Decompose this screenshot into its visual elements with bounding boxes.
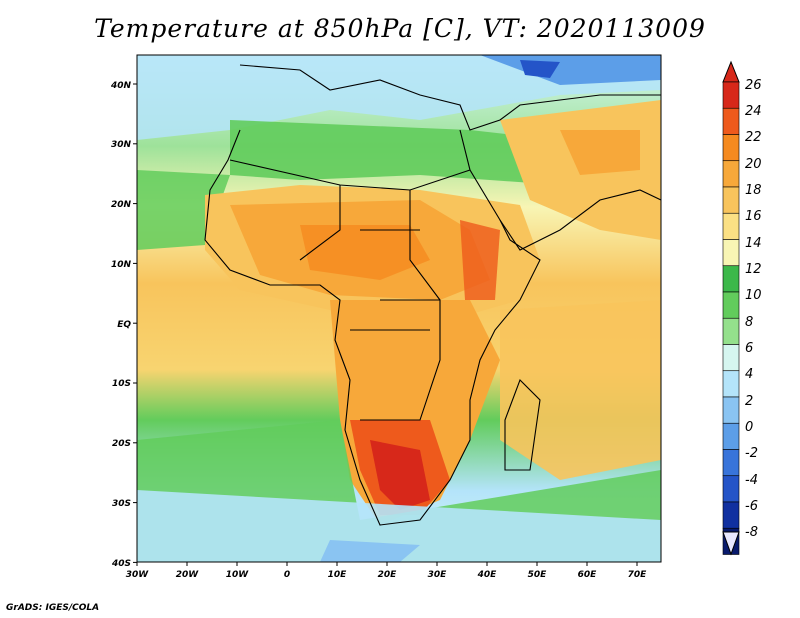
colorbar-label: 16 — [745, 209, 762, 224]
colorbar-label: -8 — [745, 525, 758, 540]
colorbar-swatch — [722, 396, 740, 424]
colorbar-label: 8 — [745, 315, 753, 330]
colorbar-swatch — [722, 107, 740, 135]
colorbar-swatch — [722, 134, 740, 162]
lon-tick-labels: 30W 20W 10W 0 10E 20E 30E 40E 50E 60E 70… — [126, 570, 647, 580]
lat-label: 10S — [112, 379, 131, 389]
lat-label: 10N — [111, 260, 132, 270]
colorbar-swatch — [722, 212, 740, 240]
lon-label: 20E — [378, 570, 398, 580]
colorbar-swatch — [722, 160, 740, 188]
colorbar-label: 0 — [745, 420, 753, 435]
colorbar-swatch — [722, 449, 740, 477]
lat-tick-labels: 40N 30N 20N 10N EQ 10S 20S 30S 40S — [110, 81, 132, 569]
colorbar-label: 10 — [745, 288, 762, 303]
lon-label: 0 — [284, 570, 290, 580]
colorbar-label: 12 — [745, 262, 762, 277]
colorbar-label: 6 — [745, 341, 753, 356]
colorbar-bottom-arrow — [722, 531, 740, 556]
colorbar: 26 24 22 20 18 16 14 12 10 8 6 4 2 0 -2 … — [722, 60, 762, 556]
lon-label: 10E — [328, 570, 348, 580]
temperature-field — [137, 55, 661, 562]
colorbar-label: 24 — [745, 104, 762, 119]
colorbar-swatch — [722, 239, 740, 267]
lat-label: 20S — [112, 439, 131, 449]
lat-label: 40N — [110, 81, 132, 91]
colorbar-top-arrow — [722, 60, 740, 83]
colorbar-label: -4 — [745, 473, 758, 488]
map-title: Temperature at 850hPa [C], VT: 202011300… — [94, 14, 706, 43]
colorbar-label: 20 — [745, 157, 762, 172]
colorbar-label: 2 — [745, 394, 753, 409]
colorbar-swatch — [722, 81, 740, 109]
colorbar-swatch — [722, 475, 740, 503]
colorbar-label: -2 — [745, 446, 758, 461]
colorbar-label: 26 — [745, 78, 762, 93]
lat-label: 40S — [111, 559, 131, 569]
lon-label: 30E — [428, 570, 448, 580]
lat-label: 20N — [111, 200, 132, 210]
map-frame — [136, 54, 662, 563]
colorbar-swatch — [722, 291, 740, 319]
axis-ticks — [133, 83, 638, 566]
colorbar-label: 18 — [745, 183, 762, 198]
lat-label: 30S — [112, 499, 131, 509]
credit-footer: GrADS: IGES/COLA — [6, 603, 100, 613]
colorbar-label: 22 — [745, 130, 762, 145]
colorbar-swatch — [722, 422, 740, 450]
colorbar-swatch — [722, 370, 740, 398]
lat-label: 30N — [111, 140, 132, 150]
lon-label: 10W — [226, 570, 250, 580]
colorbar-swatch — [722, 317, 740, 345]
colorbar-label: 14 — [745, 236, 762, 251]
lon-label: 30W — [126, 570, 150, 580]
colorbar-swatch — [722, 186, 740, 214]
lat-label: EQ — [117, 320, 131, 330]
colorbar-swatch — [722, 501, 740, 529]
lon-label: 50E — [528, 570, 548, 580]
colorbar-label: -6 — [745, 499, 758, 514]
colorbar-swatch — [722, 344, 740, 372]
lon-label: 60E — [578, 570, 598, 580]
colorbar-swatch — [722, 265, 740, 293]
lon-label: 20W — [176, 570, 200, 580]
coastlines — [204, 64, 661, 526]
colorbar-label: 4 — [745, 367, 753, 382]
lon-label: 40E — [477, 570, 498, 580]
lon-label: 70E — [628, 570, 648, 580]
